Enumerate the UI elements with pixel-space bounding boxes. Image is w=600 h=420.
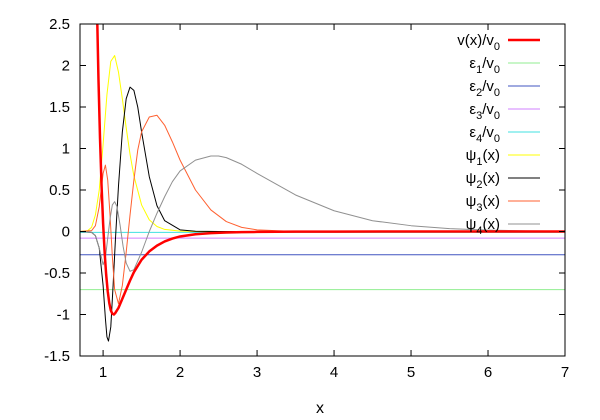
- series-line-7: [80, 86, 258, 342]
- x-tick-label: 7: [561, 364, 569, 381]
- y-tick-label: -1.5: [44, 348, 70, 365]
- legend-entry-7: ψ2​(x): [466, 170, 540, 191]
- legend-entry-2: ε1​/v0​: [469, 55, 540, 76]
- legend-entry-8: ψ3​(x): [466, 193, 540, 214]
- legend-label: ψ1​(x): [466, 147, 500, 168]
- x-tick-label: 3: [253, 364, 261, 381]
- y-tick-label: 2.5: [49, 16, 70, 33]
- legend-label: ψ4​(x): [466, 216, 500, 237]
- legend-label: v(x)/v0​: [457, 32, 500, 53]
- series-line-8: [80, 114, 296, 305]
- legend-label: ε4​/v0​: [469, 124, 500, 145]
- y-tick-label: 0: [62, 224, 70, 241]
- y-tick-label: 1: [62, 141, 70, 158]
- x-tick-label: 2: [176, 364, 184, 381]
- x-tick-label: 6: [484, 364, 492, 381]
- series-line-1: [96, 24, 565, 316]
- legend-label: ψ2​(x): [466, 170, 500, 191]
- series-line-9: [80, 155, 565, 272]
- legend-entry-3: ε2​/v0​: [469, 78, 540, 99]
- x-tick-label: 1: [99, 364, 107, 381]
- y-tick-label: -0.5: [44, 265, 70, 282]
- legend-label: ε3​/v0​: [469, 101, 500, 122]
- legend: v(x)/v0​ε1​/v0​ε2​/v0​ε3​/v0​ε4​/v0​ψ1​(…: [457, 32, 540, 237]
- legend-entry-6: ψ1​(x): [466, 147, 540, 168]
- legend-entry-4: ε3​/v0​: [469, 101, 540, 122]
- axes: 1 2 3 4 5 6 7 -1.5 -1 -0.5 0 0.5 1 1.5 2 2.5: [44, 16, 569, 381]
- plot-area: [80, 24, 565, 342]
- legend-label: ε1​/v0​: [469, 55, 500, 76]
- x-tick-label: 4: [330, 364, 338, 381]
- series-line-6: [80, 55, 258, 232]
- x-axis-label: x: [316, 400, 324, 417]
- legend-label: ψ3​(x): [466, 193, 500, 214]
- legend-label: ε2​/v0​: [469, 78, 500, 99]
- y-tick-label: 0.5: [49, 182, 70, 199]
- legend-entry-5: ε4​/v0​: [469, 124, 540, 145]
- x-tick-label: 5: [407, 364, 415, 381]
- legend-entry-1: v(x)/v0​: [457, 32, 540, 53]
- y-tick-label: 1.5: [49, 99, 70, 116]
- y-tick-label: -1: [57, 307, 70, 324]
- legend-entry-9: ψ4​(x): [466, 216, 540, 237]
- y-tick-label: 2: [62, 58, 70, 75]
